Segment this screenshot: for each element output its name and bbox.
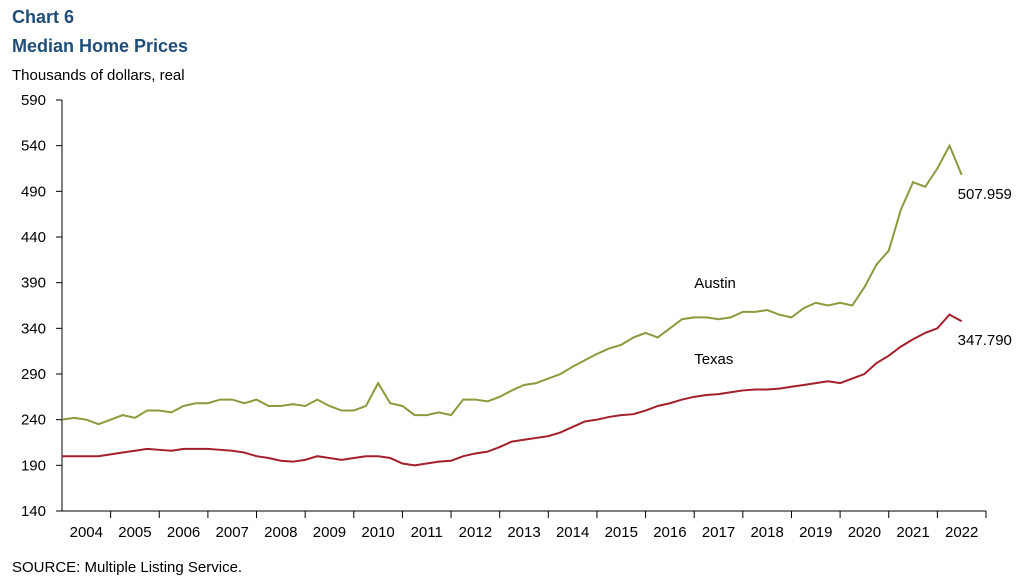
y-tick-label: 240 xyxy=(21,412,46,429)
y-tick-label: 590 xyxy=(21,92,46,109)
x-tick-label: 2006 xyxy=(167,524,200,541)
x-tick-label: 2016 xyxy=(653,524,686,541)
value-label: 507.959 xyxy=(958,186,1012,203)
x-tick-label: 2010 xyxy=(361,524,394,541)
x-tick-label: 2020 xyxy=(848,524,881,541)
source-note: SOURCE: Multiple Listing Service. xyxy=(12,559,242,576)
x-tick-label: 2018 xyxy=(750,524,783,541)
x-tick-label: 2012 xyxy=(459,524,492,541)
x-tick-label: 2007 xyxy=(216,524,249,541)
x-tick-label: 2008 xyxy=(264,524,297,541)
y-tick-label: 390 xyxy=(21,275,46,292)
value-label: 347.790 xyxy=(958,332,1012,349)
chart-title: Chart 6 xyxy=(12,7,74,27)
y-axis-label: Thousands of dollars, real xyxy=(12,67,185,84)
x-tick-label: 2005 xyxy=(118,524,151,541)
chart-subtitle: Median Home Prices xyxy=(12,36,188,56)
y-tick-label: 290 xyxy=(21,366,46,383)
y-tick-label: 190 xyxy=(21,457,46,474)
x-tick-label: 2019 xyxy=(799,524,832,541)
x-tick-label: 2009 xyxy=(313,524,346,541)
x-tick-label: 2022 xyxy=(945,524,978,541)
x-tick-label: 2013 xyxy=(507,524,540,541)
series-label: Texas xyxy=(694,351,733,368)
x-tick-label: 2015 xyxy=(605,524,638,541)
series-line xyxy=(62,313,963,467)
x-tick-label: 2014 xyxy=(556,524,589,541)
y-tick-label: 540 xyxy=(21,138,46,155)
x-tick-label: 2011 xyxy=(411,524,443,541)
x-tick-label: 2021 xyxy=(896,524,929,541)
y-tick-label: 140 xyxy=(21,503,46,520)
y-tick-label: 340 xyxy=(21,320,46,337)
x-tick-label: 2004 xyxy=(70,524,103,541)
x-tick-label: 2017 xyxy=(702,524,735,541)
y-tick-label: 490 xyxy=(21,183,46,200)
y-tick-label: 440 xyxy=(21,229,46,246)
series-line xyxy=(61,143,963,426)
series-label: Austin xyxy=(694,275,736,292)
